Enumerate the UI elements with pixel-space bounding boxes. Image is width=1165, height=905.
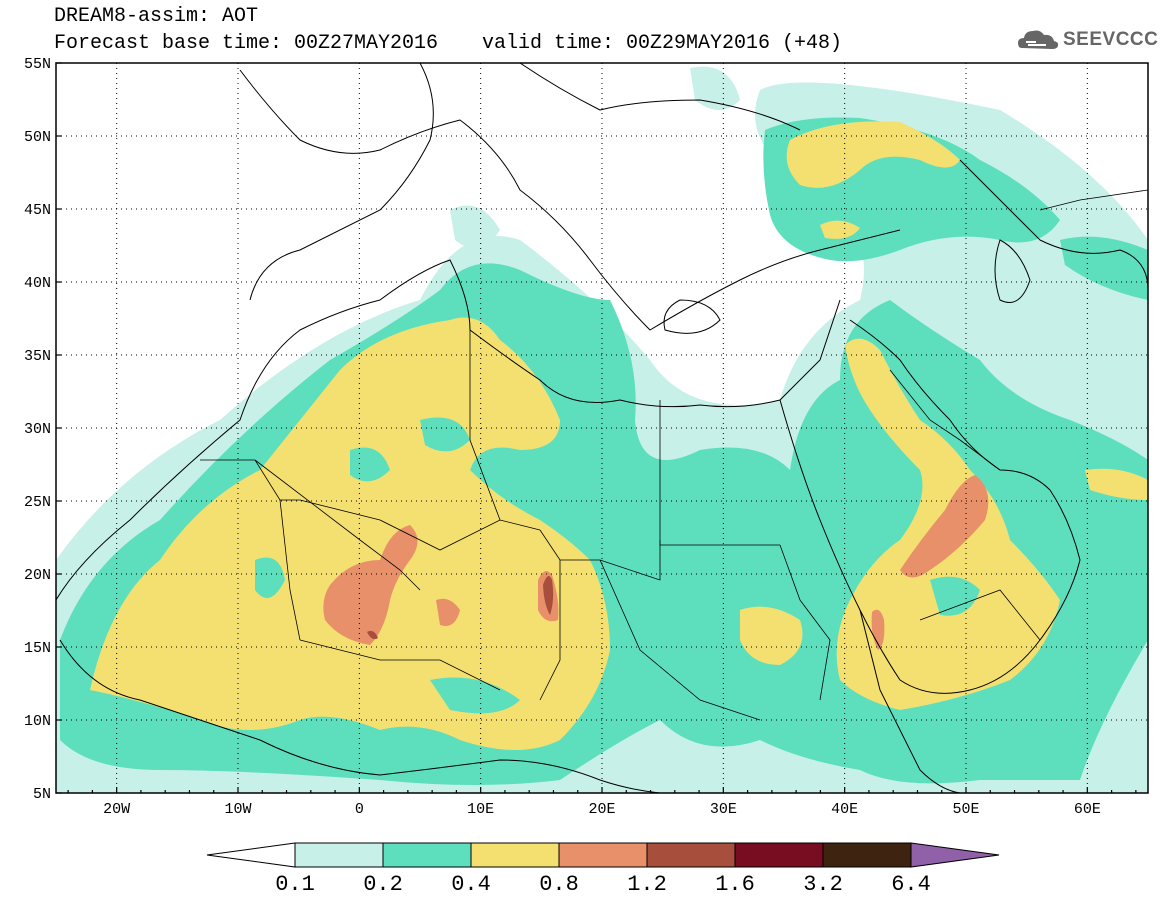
lat-label: 50N (24, 129, 51, 146)
colorbar-level-label: 0.8 (539, 872, 579, 897)
map-title: DREAM8-assim: AOT (54, 5, 259, 28)
lat-label: 15N (24, 640, 51, 657)
logo-text: SEEVCCC (1063, 29, 1159, 50)
colorbar-level-label: 6.4 (891, 872, 931, 897)
lat-label: 20N (24, 567, 51, 584)
lat-labels: 55N 50N 45N 40N 35N 30N 25N 20N 15N 10N 5N (24, 56, 51, 803)
lat-label: 35N (24, 348, 51, 365)
colorbar-level-label: 0.4 (451, 872, 491, 897)
colorbar-segment (558, 842, 648, 868)
lon-label: 40E (831, 801, 858, 818)
forecast-base-time: Forecast base time: 00Z27MAY2016 (54, 32, 439, 55)
lon-label: 60E (1074, 801, 1101, 818)
colorbar-segment (646, 842, 736, 868)
aot-contour-0.4 (90, 317, 610, 750)
map-grid (56, 63, 1148, 793)
political-borders (200, 189, 1148, 721)
lon-label: 10E (467, 801, 494, 818)
colorbar-level-label: 3.2 (803, 872, 843, 897)
colorbar-max-arrow (910, 842, 1000, 868)
colorbar-min-arrow (206, 842, 296, 868)
coastlines (56, 63, 1148, 793)
colorbar-segment (382, 842, 472, 868)
colorbar-segment (470, 842, 560, 868)
lon-label: 20E (588, 801, 615, 818)
colorbar-segment (822, 842, 912, 868)
colorbar-segment (294, 842, 384, 868)
lat-label: 25N (24, 494, 51, 511)
lat-label: 40N (24, 275, 51, 292)
colorbar-level-label: 0.2 (363, 872, 403, 897)
lat-label: 10N (24, 713, 51, 730)
map-ticks (56, 62, 1137, 794)
colorbar-level-label: 1.6 (715, 872, 755, 897)
lon-label: 20W (103, 801, 130, 818)
lon-label: 0 (355, 801, 364, 818)
colorbar-level-label: 0.1 (275, 872, 315, 897)
aot-contour-1.2 (543, 576, 554, 615)
lat-label: 55N (24, 56, 51, 73)
lat-label: 45N (24, 202, 51, 219)
valid-time: valid time: 00Z29MAY2016 (+48) (482, 32, 843, 55)
lon-label: 30E (710, 801, 737, 818)
lon-labels: 20W 10W 0 10E 20E 30E 40E 50E 60E (103, 801, 1101, 818)
aot-contour-0.8 (323, 525, 418, 645)
colorbar-level-label: 1.2 (627, 872, 667, 897)
colorbar (206, 842, 1000, 868)
colorbar-segment (734, 842, 824, 868)
cloud-logo-icon (1018, 30, 1059, 49)
lon-label: 10W (224, 801, 251, 818)
lon-label: 50E (952, 801, 979, 818)
lat-label: 5N (33, 786, 51, 803)
lat-label: 30N (24, 421, 51, 438)
